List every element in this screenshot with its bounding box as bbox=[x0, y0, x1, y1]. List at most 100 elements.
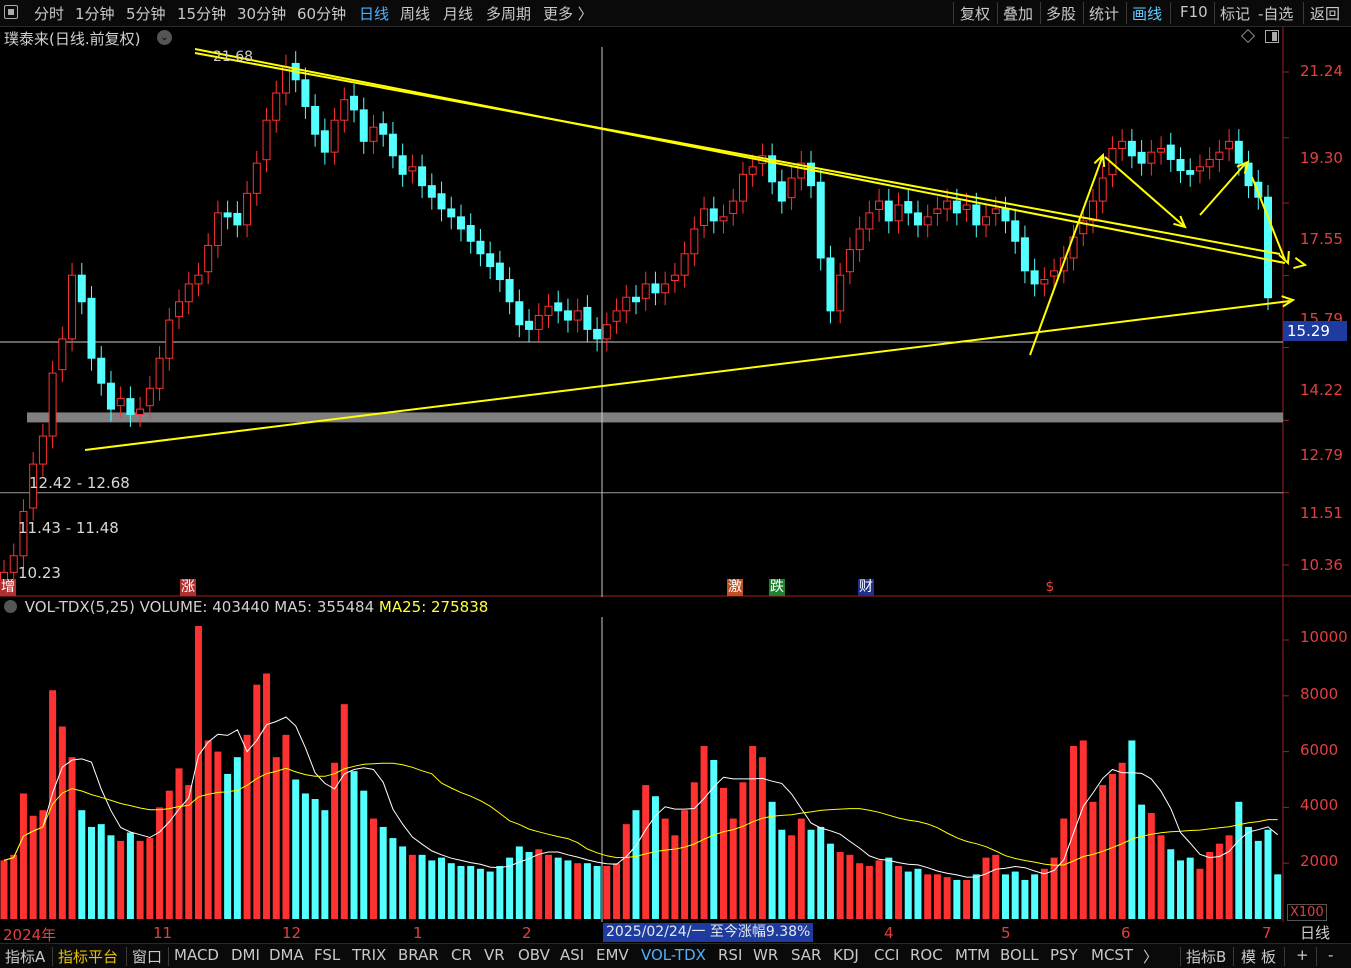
period-60min[interactable]: 60分钟 bbox=[297, 5, 347, 23]
volume-header: VOL-TDX(5,25) VOLUME: 403440 MA5: 355484… bbox=[4, 598, 489, 616]
tab-macd[interactable]: MACD bbox=[174, 946, 219, 964]
event-tag[interactable]: 跌 bbox=[769, 579, 785, 596]
volume-bar-up bbox=[681, 810, 689, 919]
f10-button[interactable]: F10 bbox=[1180, 3, 1208, 21]
tab-window[interactable]: 窗口 bbox=[132, 948, 163, 966]
event-tag[interactable]: $ bbox=[1045, 579, 1055, 595]
tab-template-1[interactable]: 模 bbox=[1241, 948, 1257, 966]
period-30min[interactable]: 30分钟 bbox=[237, 5, 287, 23]
overlay-button[interactable]: 叠加 bbox=[1003, 5, 1034, 23]
tab-scroll-right[interactable]: 〉 bbox=[1143, 948, 1159, 966]
period-5min[interactable]: 5分钟 bbox=[126, 5, 166, 23]
draw-line-button[interactable]: 画线 bbox=[1132, 5, 1163, 23]
zoom-in-button[interactable]: + bbox=[1296, 946, 1309, 964]
candle-up bbox=[408, 166, 417, 172]
candle-up bbox=[1079, 220, 1088, 235]
indicator-tab-bar: 指标A 指标平台 窗口 MACD DMI DMA FSL TRIX BRAR C… bbox=[0, 943, 1351, 968]
tab-emv[interactable]: EMV bbox=[596, 946, 629, 964]
tab-kdj[interactable]: KDJ bbox=[833, 946, 859, 964]
volume-bar-up bbox=[1089, 801, 1097, 919]
multi-stock-button[interactable]: 多股 bbox=[1046, 5, 1077, 23]
tab-brar[interactable]: BRAR bbox=[398, 946, 439, 964]
volume-bar-down bbox=[817, 826, 825, 919]
tab-indicator-a[interactable]: 指标A bbox=[5, 948, 46, 966]
volume-bar-down bbox=[904, 871, 912, 919]
support-band bbox=[27, 412, 1283, 423]
panel-toggle-icon[interactable] bbox=[1265, 30, 1279, 43]
support-range-label: 12.42 - 12.68 bbox=[29, 474, 130, 492]
event-tag[interactable]: 涨 bbox=[180, 579, 196, 596]
candle-up bbox=[29, 463, 38, 509]
period-1min[interactable]: 1分钟 bbox=[75, 5, 115, 23]
candle-up bbox=[894, 204, 903, 222]
candle-up bbox=[369, 126, 378, 142]
tab-sar[interactable]: SAR bbox=[791, 946, 822, 964]
period-multi[interactable]: 多周期 bbox=[486, 5, 532, 23]
candle-up bbox=[1215, 151, 1224, 160]
tab-psy[interactable]: PSY bbox=[1050, 946, 1078, 964]
chevron-down-icon[interactable] bbox=[4, 600, 17, 613]
candle-down bbox=[1166, 144, 1175, 160]
tab-cci[interactable]: CCI bbox=[874, 946, 900, 964]
low-price-label: 10.23 bbox=[18, 564, 61, 582]
volume-bar-up bbox=[68, 757, 76, 919]
volume-bar-up bbox=[136, 840, 144, 919]
tab-template-2[interactable]: 板 bbox=[1261, 948, 1277, 966]
volume-bar-down bbox=[360, 790, 368, 919]
period-more[interactable]: 更多 〉 bbox=[543, 5, 593, 23]
month-label: 6 bbox=[1121, 924, 1131, 942]
chevron-down-icon[interactable]: ⌄ bbox=[157, 30, 172, 45]
restore-rights-button[interactable]: 复权 bbox=[960, 5, 991, 23]
tab-mcst[interactable]: MCST bbox=[1091, 946, 1134, 964]
candle-down bbox=[233, 212, 242, 226]
event-tag[interactable]: 财 bbox=[858, 579, 874, 596]
month-label: 2 bbox=[522, 924, 532, 942]
volume-chart[interactable] bbox=[0, 597, 1351, 922]
event-tag[interactable]: 激 bbox=[727, 579, 743, 596]
tab-dmi[interactable]: DMI bbox=[231, 946, 260, 964]
tab-roc[interactable]: ROC bbox=[910, 946, 943, 964]
volume-bar-down bbox=[78, 810, 86, 919]
volume-bar-up bbox=[1225, 835, 1233, 919]
tab-fsl[interactable]: FSL bbox=[314, 946, 341, 964]
price-axis-label: 17.55 bbox=[1300, 230, 1343, 248]
tab-rsi[interactable]: RSI bbox=[718, 946, 743, 964]
tab-mtm[interactable]: MTM bbox=[955, 946, 991, 964]
volume-bar-up bbox=[535, 849, 543, 919]
candle-up bbox=[1088, 200, 1097, 222]
volume-bar-up bbox=[146, 838, 154, 919]
tab-obv[interactable]: OBV bbox=[518, 946, 550, 964]
tab-boll[interactable]: BOLL bbox=[1000, 946, 1039, 964]
zoom-out-button[interactable]: - bbox=[1328, 946, 1334, 964]
volume-bar-up bbox=[797, 818, 805, 919]
period-monthly[interactable]: 月线 bbox=[443, 5, 474, 23]
volume-bar-up bbox=[603, 865, 611, 919]
tab-vol-tdx[interactable]: VOL-TDX bbox=[641, 946, 706, 964]
tab-indicator-platform[interactable]: 指标平台 bbox=[58, 948, 119, 966]
candle-down bbox=[398, 155, 407, 175]
back-button[interactable]: 返回 bbox=[1310, 5, 1341, 23]
volume-bar-down bbox=[506, 857, 514, 919]
tab-cr[interactable]: CR bbox=[451, 946, 472, 964]
tab-vr[interactable]: VR bbox=[484, 946, 505, 964]
candle-down bbox=[447, 208, 456, 218]
tab-dma[interactable]: DMA bbox=[269, 946, 304, 964]
window-menu-icon[interactable] bbox=[4, 5, 18, 19]
tab-wr[interactable]: WR bbox=[753, 946, 779, 964]
volume-bar-up bbox=[39, 810, 47, 919]
price-chart[interactable] bbox=[0, 27, 1351, 597]
event-tag[interactable]: 增 bbox=[0, 579, 16, 596]
tab-trix[interactable]: TRIX bbox=[352, 946, 387, 964]
volume-bar-down bbox=[593, 865, 601, 919]
volume-bar-down bbox=[1254, 840, 1262, 919]
period-intraday[interactable]: 分时 bbox=[34, 5, 65, 23]
tab-indicator-b[interactable]: 指标B bbox=[1186, 948, 1227, 966]
tab-divider bbox=[1284, 947, 1285, 966]
period-weekly[interactable]: 周线 bbox=[400, 5, 431, 23]
mark-button[interactable]: 标记 bbox=[1220, 5, 1251, 23]
watchlist-button[interactable]: -自选 bbox=[1258, 5, 1294, 23]
statistics-button[interactable]: 统计 bbox=[1089, 5, 1120, 23]
tab-asi[interactable]: ASI bbox=[560, 946, 585, 964]
period-15min[interactable]: 15分钟 bbox=[177, 5, 227, 23]
period-daily[interactable]: 日线 bbox=[359, 5, 390, 23]
